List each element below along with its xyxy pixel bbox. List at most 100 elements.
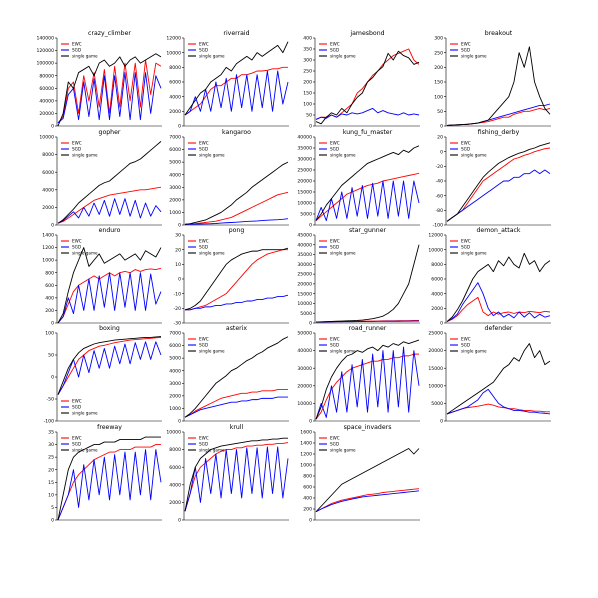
subplot-fishing_derby: fishing_derby -100 -80 -60 -40 -20 0 20 EWCSGDsi… — [433, 129, 551, 229]
subplot-title: boxing — [99, 325, 120, 332]
series-line-sgd — [57, 72, 162, 124]
legend-label: single game — [461, 349, 487, 354]
subplot-title: star_gunner — [349, 227, 387, 234]
legend-label: single game — [330, 448, 356, 453]
y-tick-label: 1000 — [169, 210, 181, 216]
y-tick-label: 0 — [51, 124, 54, 130]
y-tick-label: 250 — [303, 69, 312, 75]
y-tick-label: 20 — [175, 247, 181, 253]
y-tick-label: 6000 — [169, 465, 181, 471]
legend-label: EWC — [330, 42, 340, 47]
series-line-sgd — [57, 198, 162, 224]
legend-label: EWC — [199, 337, 209, 342]
legend-label: EWC — [72, 436, 82, 441]
series-line-single-game — [446, 46, 551, 126]
legend-label: EWC — [72, 239, 82, 244]
subplot-riverraid: riverraid 0 2000 4000 6000 8000 10000 12000 EWCS… — [166, 30, 289, 130]
y-tick-label: 45000 — [297, 233, 312, 239]
legend-label: EWC — [199, 239, 209, 244]
y-tick-label: 6000 — [169, 147, 181, 153]
series-line-sgd — [185, 294, 289, 311]
y-tick-label: 1200 — [300, 452, 312, 458]
y-tick-label: 300 — [303, 58, 312, 64]
series-line-ewc — [57, 336, 162, 395]
series-line-single-game — [184, 437, 288, 512]
y-tick-label: 30 — [48, 442, 54, 448]
y-tick-label: 30 — [175, 233, 181, 239]
y-tick-label: 20000 — [297, 281, 312, 287]
y-tick-label: 0 — [51, 518, 54, 524]
legend-label: SGD — [330, 343, 339, 348]
legend-label: SGD — [199, 147, 208, 152]
y-tick-label: 15000 — [297, 291, 312, 297]
y-tick-label: 10000 — [297, 401, 312, 407]
y-tick-label: 15000 — [297, 190, 312, 196]
y-tick-label: 50 — [306, 113, 312, 119]
y-tick-label: -30 — [173, 321, 181, 327]
legend-label: single game — [461, 153, 487, 158]
y-tick-label: -40 — [435, 179, 443, 185]
y-tick-label: 300 — [434, 36, 443, 42]
legend-label: EWC — [72, 42, 82, 47]
subplot-title: asterix — [226, 325, 248, 332]
y-tick-label: 20 — [437, 135, 443, 141]
y-tick-label: 0 — [178, 518, 181, 524]
subplot-star_gunner: star_gunner 0 5000 10000 15000 20000 25000 3000… — [297, 227, 420, 327]
y-tick-label: 10000 — [297, 201, 312, 207]
y-tick-label: 150 — [434, 80, 443, 86]
subplot-krull: krull 0 2000 4000 6000 8000 10000 EWCSGDsingle … — [166, 424, 289, 524]
y-tick-label: 0 — [178, 277, 181, 283]
y-tick-label: 20000 — [297, 383, 312, 389]
series-line-sgd — [184, 218, 289, 225]
legend-label: SGD — [461, 48, 470, 53]
subplot-kangaroo: kangaroo 0 1000 2000 3000 4000 5000 6000 7000 EWC… — [169, 129, 289, 229]
series-line-sgd — [315, 107, 420, 120]
legend-label: SGD — [199, 245, 208, 250]
legend-label: EWC — [330, 239, 340, 244]
legend-label: SGD — [72, 48, 81, 53]
subplot-title: demon_attack — [477, 227, 521, 234]
subplot-title: fishing_derby — [478, 129, 520, 136]
y-tick-label: 0 — [51, 223, 54, 229]
y-tick-label: 30000 — [297, 262, 312, 268]
legend-label: single game — [330, 349, 356, 354]
y-tick-label: 4000 — [169, 172, 181, 178]
series-line-single-game — [57, 141, 162, 224]
legend-label: EWC — [72, 399, 82, 404]
y-tick-label: 25000 — [297, 168, 312, 174]
y-tick-label: 10000 — [297, 301, 312, 307]
series-line-single-game — [315, 448, 420, 513]
y-tick-label: 150 — [303, 91, 312, 97]
legend-label: SGD — [330, 442, 339, 447]
series-line-ewc — [184, 389, 288, 418]
y-tick-label: 10000 — [166, 50, 181, 56]
legend-label: single game — [72, 448, 98, 453]
y-tick-label: 5000 — [169, 160, 181, 166]
legend-label: single game — [199, 349, 225, 354]
y-tick-label: 10000 — [39, 135, 54, 141]
y-tick-label: 3000 — [169, 381, 181, 387]
y-tick-label: 8000 — [42, 152, 54, 158]
y-tick-label: -60 — [435, 193, 443, 199]
y-tick-label: -100 — [433, 223, 444, 229]
y-tick-label: 12000 — [166, 36, 181, 42]
y-tick-label: 5 — [51, 505, 54, 511]
y-tick-label: 40000 — [297, 242, 312, 248]
legend-label: single game — [72, 251, 98, 256]
y-tick-label: 0 — [309, 419, 312, 425]
series-line-single-game — [57, 336, 162, 395]
y-tick-label: 1000 — [42, 258, 54, 264]
y-tick-label: -10 — [173, 291, 181, 297]
y-tick-label: 30000 — [297, 366, 312, 372]
y-tick-label: 5000 — [431, 401, 443, 407]
